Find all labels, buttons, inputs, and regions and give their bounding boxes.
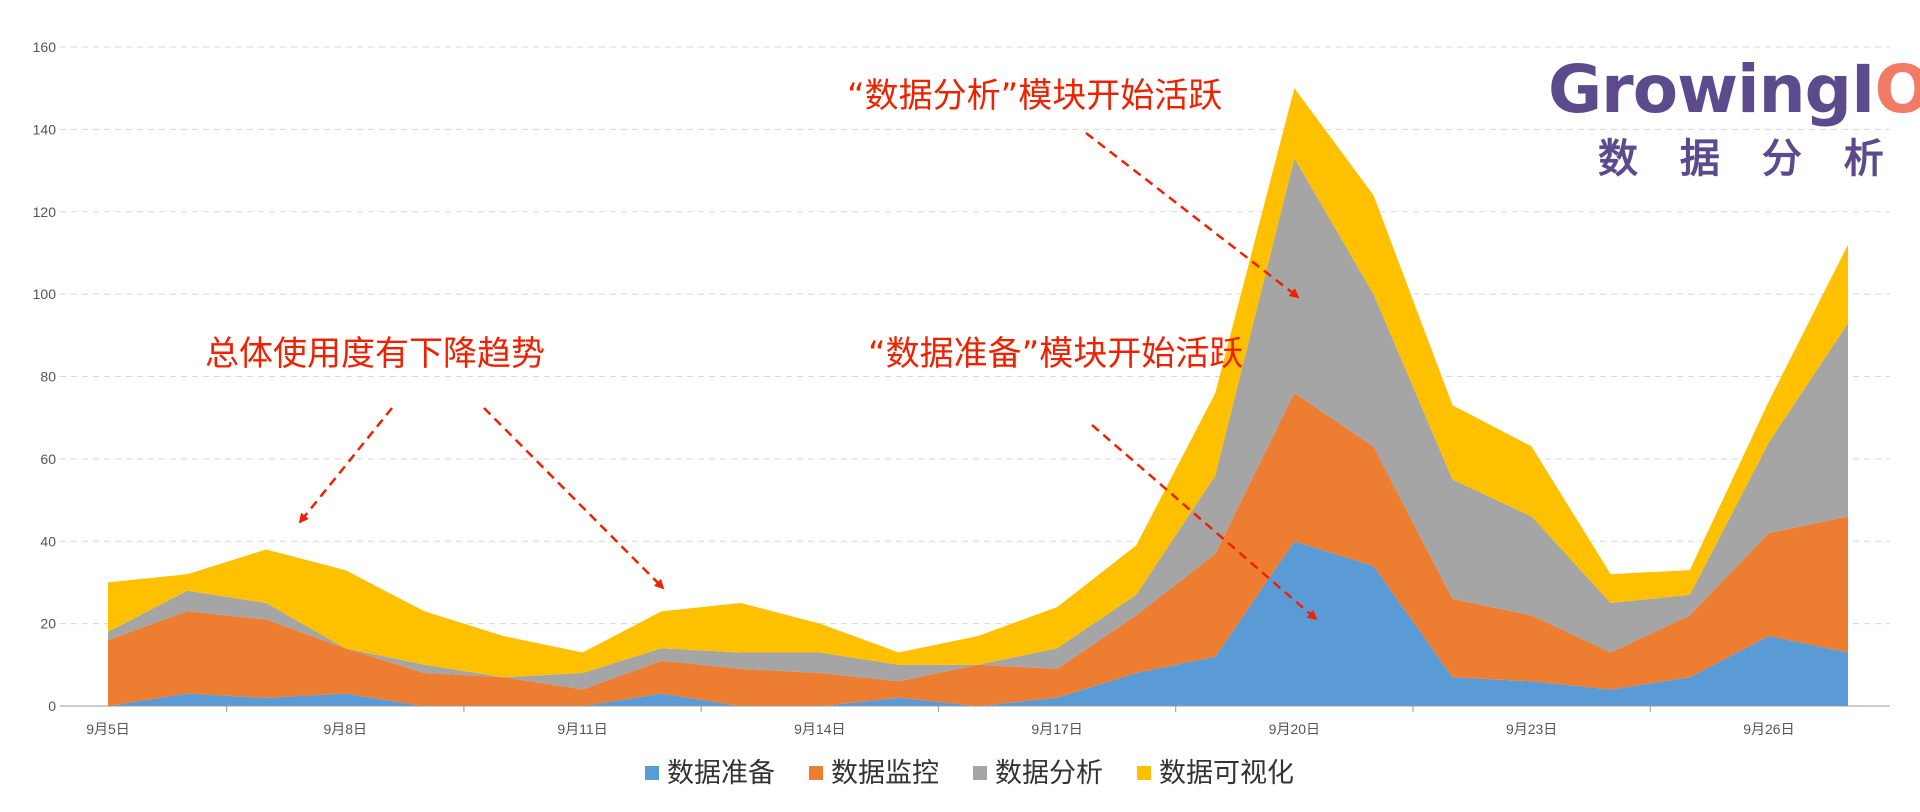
y-tick-label: 100 (33, 286, 57, 302)
x-tick-label: 9月23日 (1506, 721, 1557, 737)
y-tick-label: 0 (48, 698, 56, 714)
x-tick-label: 9月26日 (1743, 721, 1794, 737)
annotations: 总体使用度有下降趋势 “数据准备”模块开始活跃 “数据分析”模块开始活跃 (205, 76, 1318, 621)
legend-swatch-3 (973, 766, 987, 780)
y-tick-label: 80 (40, 369, 56, 385)
annotation-decline: 总体使用度有下降趋势 (205, 334, 545, 374)
legend-swatch-4 (1137, 766, 1151, 780)
annotation-data-analysis: “数据分析”模块开始活跃 (847, 76, 1222, 116)
x-tick-label: 9月20日 (1269, 721, 1320, 737)
y-tick-label: 120 (33, 204, 57, 220)
growingio-logo: GrowingIO 数 据 分 析 (1548, 51, 1920, 182)
legend-swatch-2 (809, 766, 823, 780)
y-tick-label: 140 (33, 121, 57, 137)
series-area-1 (108, 541, 1848, 706)
arrow-decline-right (483, 407, 665, 590)
legend-label-2: 数据监控 (831, 758, 939, 789)
legend: 数据准备 数据监控 数据分析 数据可视化 (645, 758, 1294, 789)
x-tick-label: 9月17日 (1031, 721, 1082, 737)
y-tick-label: 40 (40, 533, 56, 549)
logo-brand: GrowingIO (1548, 51, 1920, 128)
legend-label-3: 数据分析 (995, 758, 1103, 789)
y-tick-label: 160 (33, 39, 57, 55)
annotation-data-prep: “数据准备”模块开始活跃 (868, 334, 1243, 374)
series-areas (108, 88, 1848, 706)
legend-label-4: 数据可视化 (1159, 758, 1294, 789)
x-tick-label: 9月14日 (794, 721, 845, 737)
y-tick-label: 60 (40, 451, 56, 467)
x-tick-label: 9月11日 (557, 721, 607, 737)
series-area-2 (108, 393, 1848, 706)
grid: 0 20 40 60 80 100 120 140 160 (33, 39, 1890, 714)
logo-subtitle: 数 据 分 析 (1598, 136, 1898, 182)
y-tick-label: 20 (40, 616, 56, 632)
x-tick-label: 9月8日 (323, 721, 367, 737)
legend-label-1: 数据准备 (667, 758, 775, 789)
legend-swatch-1 (645, 766, 659, 780)
arrow-decline-left (298, 407, 393, 524)
axes: 9月5日 9月8日 9月11日 9月14日 9月17日 9月20日 9月23日 9月26日 (60, 705, 1890, 737)
x-tick-label: 9月5日 (86, 721, 130, 737)
arrow-data-prep (1091, 424, 1318, 621)
